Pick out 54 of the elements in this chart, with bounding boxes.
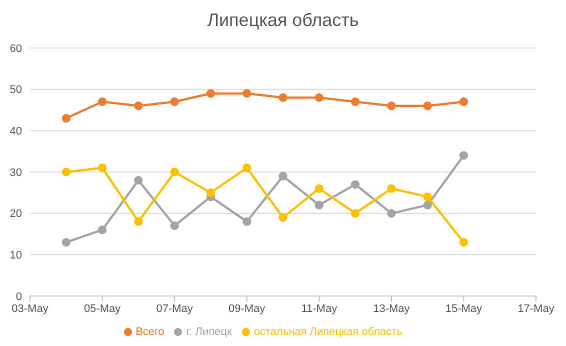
legend-label: остальная Липецкая область: [254, 326, 402, 338]
point: [278, 93, 288, 102]
point: [423, 192, 432, 202]
point: [350, 180, 360, 189]
point: [134, 102, 143, 110]
point: [387, 102, 396, 110]
point: [278, 213, 288, 222]
y-tick-label: 20: [10, 208, 22, 220]
point: [242, 164, 252, 172]
y-tick-label: 50: [10, 84, 22, 96]
point: [206, 188, 216, 197]
point: [314, 93, 324, 102]
point: [134, 176, 143, 185]
y-tick-label: 10: [10, 250, 22, 262]
x-tick-label: 09-May: [228, 302, 266, 315]
point: [62, 114, 70, 123]
point: [98, 226, 107, 234]
legend-label: г. Липецк: [186, 326, 232, 338]
chart-title: Липецкая область: [206, 10, 360, 31]
point: [423, 102, 432, 110]
y-tick-label: 40: [10, 126, 22, 138]
point: [170, 97, 179, 106]
point: [278, 172, 288, 180]
point: [170, 168, 179, 176]
legend-label: Всего: [136, 326, 164, 338]
point: [459, 238, 468, 247]
x-tick-label: 11-May: [301, 302, 338, 315]
point: [242, 217, 252, 226]
point: [134, 217, 143, 226]
point: [98, 164, 107, 172]
point: [206, 89, 216, 98]
point: [314, 200, 324, 210]
y-tick-label: 0: [16, 290, 22, 303]
point: [242, 89, 252, 98]
point: [350, 209, 360, 218]
y-tick-label: 30: [10, 166, 22, 179]
x-tick-label: 05-May: [84, 302, 122, 315]
point: [387, 209, 396, 218]
x-tick-label: 15-May: [445, 302, 483, 315]
point: [387, 184, 396, 193]
point: [423, 200, 432, 210]
point: [62, 238, 70, 247]
point: [170, 221, 179, 230]
y-tick-label: 60: [10, 42, 22, 55]
point: [314, 184, 324, 193]
x-tick-label: 13-May: [373, 302, 410, 315]
point: [98, 97, 107, 106]
x-tick-label: 03-May: [12, 302, 49, 315]
x-tick-label: 17-May: [518, 302, 555, 315]
point: [459, 151, 468, 160]
point: [459, 97, 468, 106]
point: [350, 97, 360, 106]
point: [62, 168, 70, 176]
x-tick-label: 07-May: [156, 302, 194, 315]
